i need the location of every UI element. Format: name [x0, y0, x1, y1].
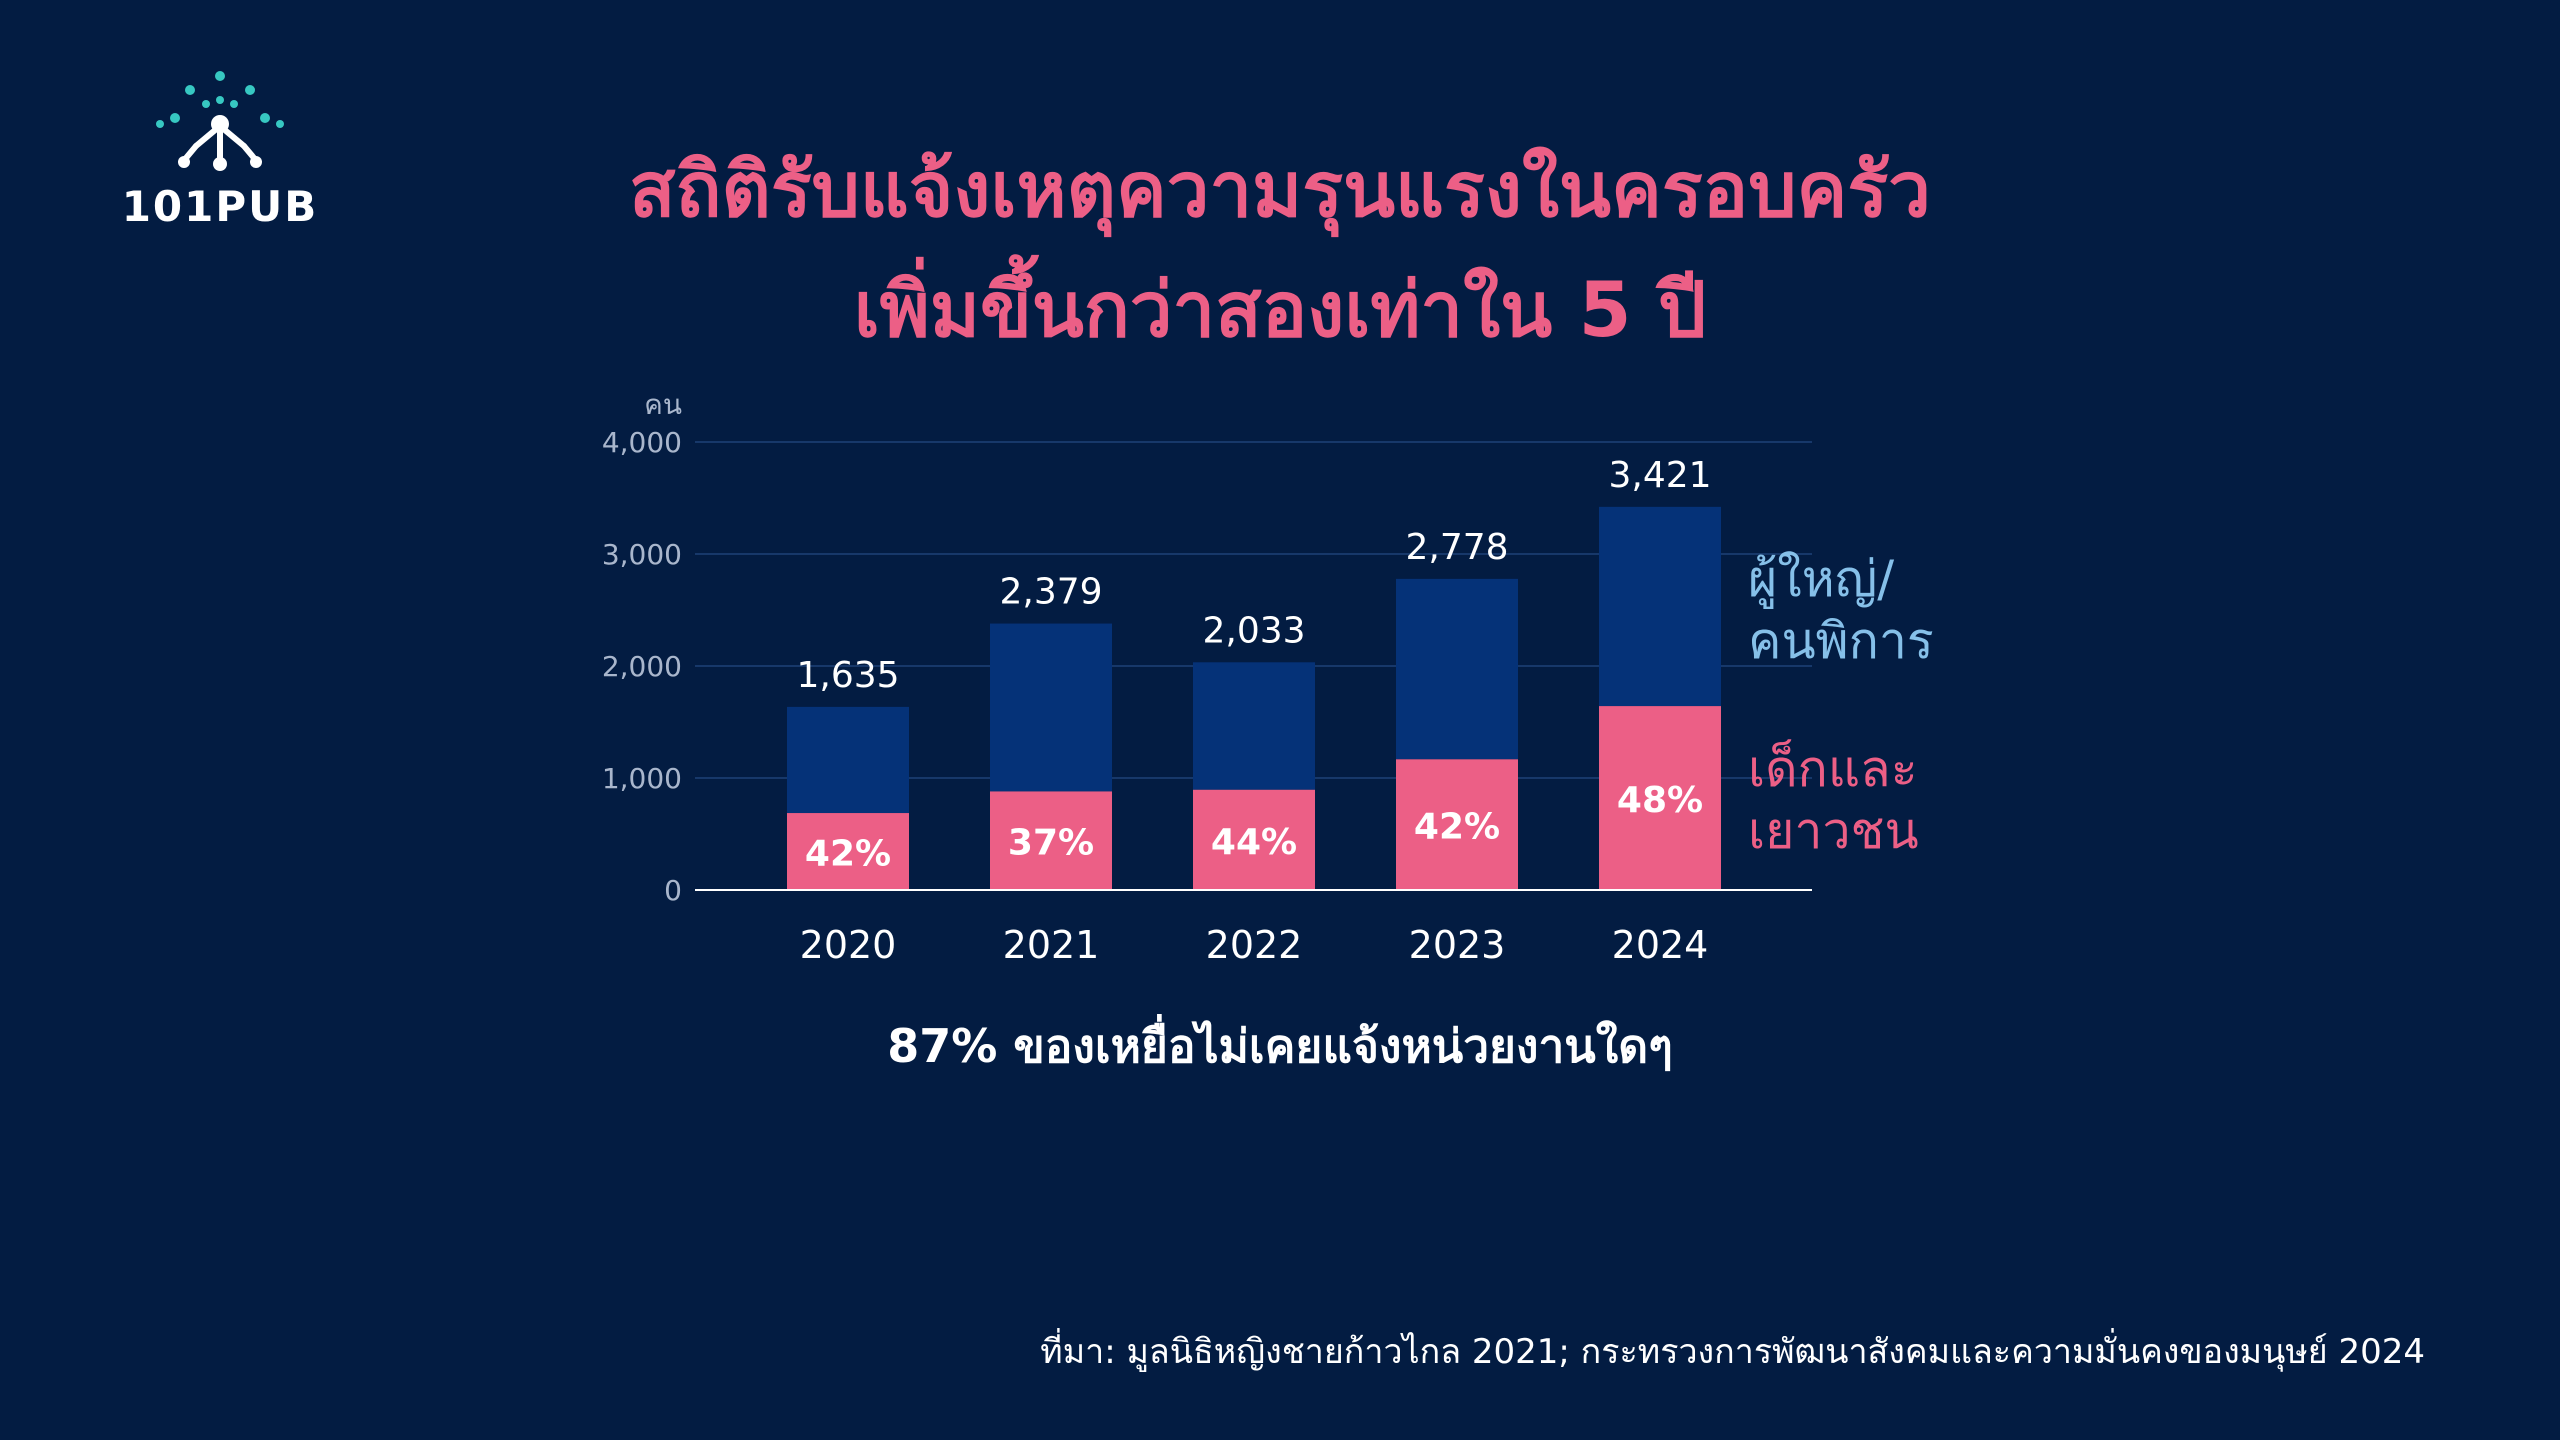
- bar-segment-adult: [787, 706, 909, 814]
- chart-note: 87% ของเหยื่อไม่เคยแจ้งหน่วยงานใดๆ: [887, 1019, 1673, 1073]
- legend-child: เด็กและ เยาวชน: [1748, 738, 1919, 862]
- bar-segment-adult: [990, 623, 1112, 792]
- legend-adult: ผู้ใหญ่/ คนพิการ: [1748, 548, 1934, 672]
- source-citation: ที่มา: มูลนิธิหญิงชายก้าวไกล 2021; กระทร…: [1040, 1332, 2425, 1372]
- legend-adult-line-1: ผู้ใหญ่/: [1748, 550, 1895, 608]
- x-tick-label: 2022: [1206, 923, 1303, 967]
- bar-total-label: 2,379: [999, 572, 1102, 613]
- y-tick-label: 2,000: [602, 650, 682, 683]
- y-tick-label: 1,000: [602, 762, 682, 795]
- bar-segment-adult: [1193, 662, 1315, 790]
- legend-child-line-2: เยาวชน: [1748, 802, 1919, 860]
- bar-percent-label: 44%: [1211, 822, 1297, 863]
- bar-segment-child: [787, 813, 909, 890]
- bar-total-label: 2,778: [1405, 527, 1508, 568]
- bar-percent-label: 48%: [1617, 780, 1703, 821]
- y-tick-label: 4,000: [602, 426, 682, 459]
- network-tree-icon: [156, 71, 284, 171]
- y-tick-label: 3,000: [602, 538, 682, 571]
- y-tick-label: 0: [664, 874, 682, 907]
- bar-percent-label: 37%: [1008, 823, 1094, 864]
- bar-total-label: 1,635: [796, 655, 899, 696]
- bar-total-label: 3,421: [1608, 455, 1711, 496]
- bar-segment-adult: [1396, 578, 1518, 760]
- bar-segment-child: [1599, 706, 1721, 890]
- title-line-1: สถิติรับแจ้งเหตุความรุนแรงในครอบครัว: [629, 145, 1931, 234]
- brand-name: 101PUB: [121, 182, 319, 231]
- brand-logo: 101PUB: [120, 64, 320, 234]
- x-tick-label: 2024: [1612, 923, 1709, 967]
- bar-segment-child: [1193, 789, 1315, 890]
- legend-child-line-1: เด็กและ: [1748, 740, 1918, 798]
- bar-total-label: 2,033: [1202, 610, 1305, 651]
- bar-segment-child: [990, 791, 1112, 890]
- title-line-2: เพิ่มขึ้นกว่าสองเท่าใน 5 ปี: [853, 265, 1707, 354]
- bar-percent-label: 42%: [805, 834, 891, 875]
- legend-adult-line-2: คนพิการ: [1748, 612, 1934, 670]
- x-tick-label: 2021: [1003, 923, 1100, 967]
- y-axis-unit-label: คน: [644, 388, 682, 421]
- page-title: สถิติรับแจ้งเหตุความรุนแรงในครอบครัว เพิ…: [330, 130, 2230, 370]
- bar-segment-adult: [1599, 506, 1721, 707]
- x-tick-label: 2020: [800, 923, 897, 967]
- bar-segment-child: [1396, 759, 1518, 890]
- x-tick-label: 2023: [1409, 923, 1506, 967]
- bar-percent-label: 42%: [1414, 807, 1500, 848]
